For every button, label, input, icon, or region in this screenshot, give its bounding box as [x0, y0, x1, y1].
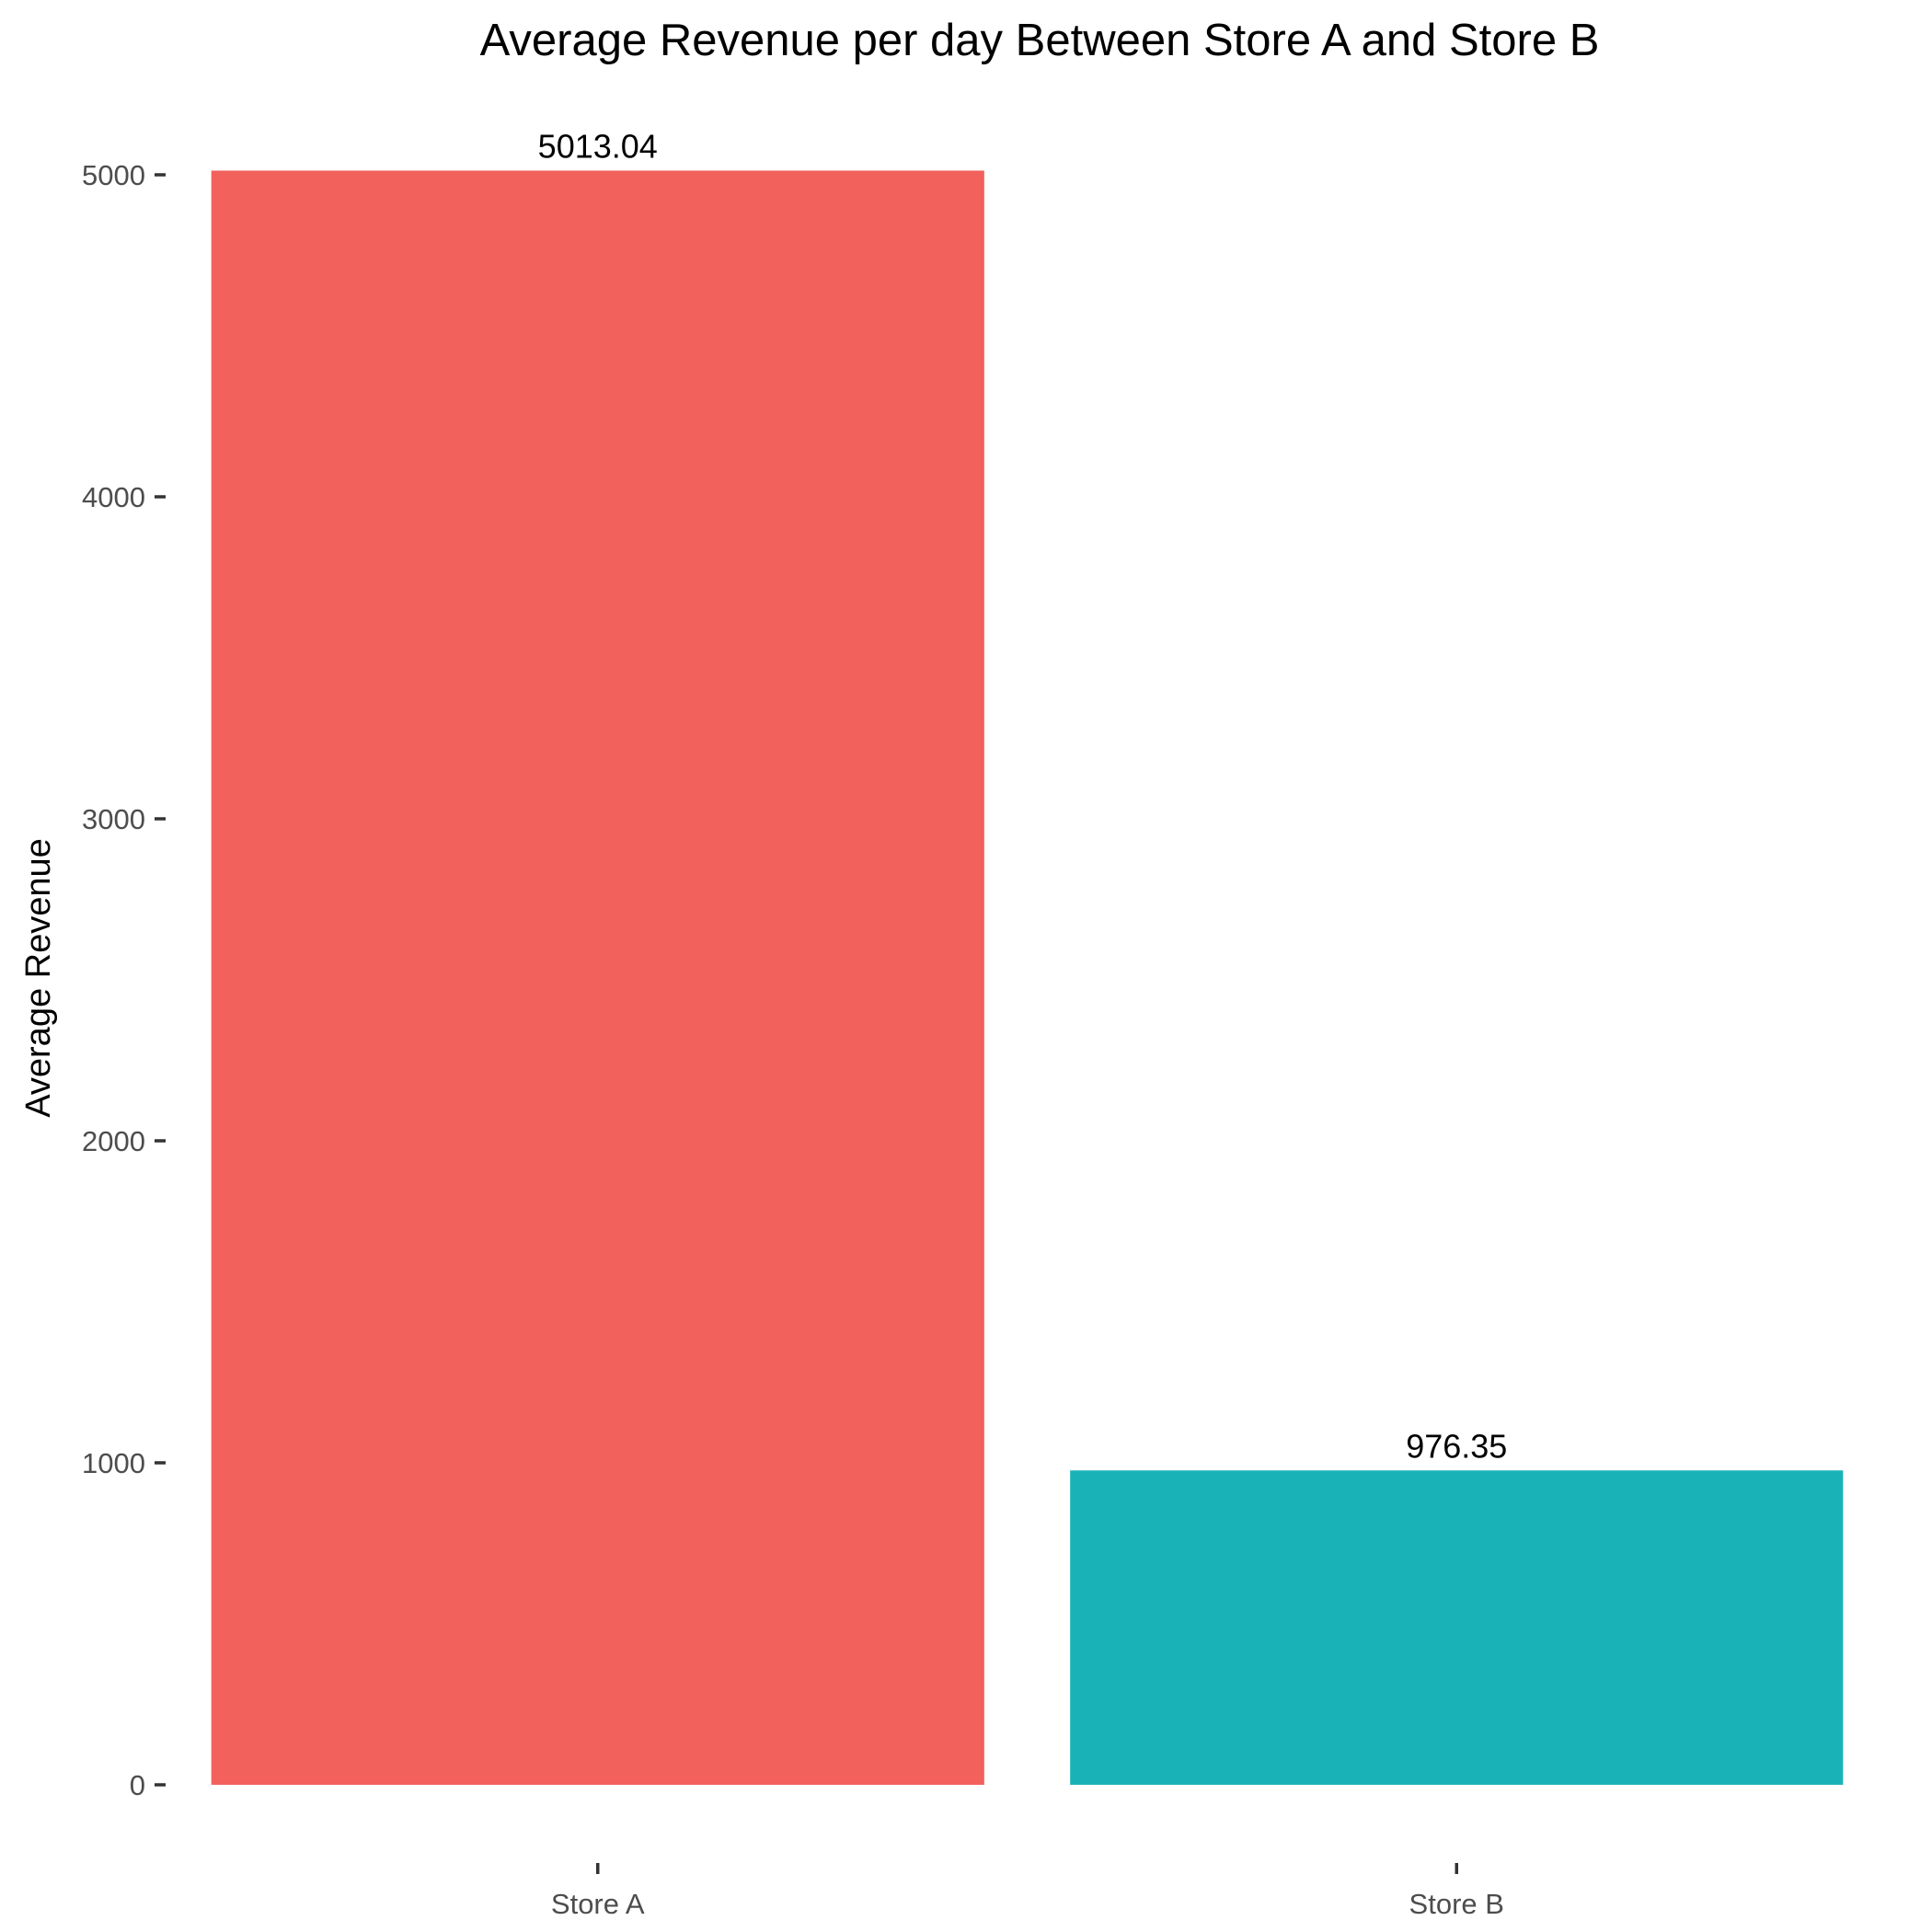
y-tick-label: 4000	[82, 481, 145, 513]
bar-store-b	[1070, 1470, 1844, 1785]
x-axis: Store A Store B	[551, 1863, 1504, 1920]
y-tick-label: 2000	[82, 1125, 145, 1157]
y-axis: 0 1000 2000 3000 4000 5000	[82, 159, 166, 1801]
y-tick-label: 5000	[82, 159, 145, 191]
y-tick-label: 1000	[82, 1447, 145, 1479]
y-tick-label: 0	[130, 1769, 145, 1801]
data-labels: 5013.04 976.35	[538, 127, 1508, 1465]
bar-value-label: 5013.04	[538, 127, 658, 165]
bar-value-label: 976.35	[1406, 1427, 1507, 1465]
y-tick-label: 3000	[82, 803, 145, 835]
x-tick-label: Store A	[551, 1888, 645, 1920]
bar-store-a	[211, 170, 984, 1785]
x-tick-label: Store B	[1409, 1888, 1504, 1920]
y-axis-title: Average Revenue	[19, 838, 58, 1118]
bars	[211, 170, 1844, 1785]
chart-title: Average Revenue per day Between Store A …	[480, 16, 1600, 65]
